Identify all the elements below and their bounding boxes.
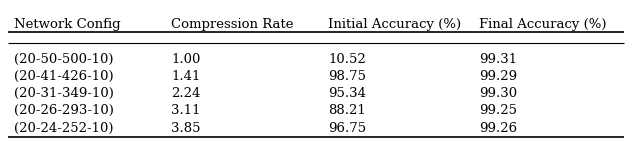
Text: 99.31: 99.31: [479, 53, 517, 66]
Text: 99.26: 99.26: [479, 122, 517, 135]
Text: 98.75: 98.75: [328, 70, 366, 83]
Text: 95.34: 95.34: [328, 87, 366, 100]
Text: (20-31-349-10): (20-31-349-10): [14, 87, 114, 100]
Text: 88.21: 88.21: [328, 104, 366, 117]
Text: 99.29: 99.29: [479, 70, 517, 83]
Text: 96.75: 96.75: [328, 122, 367, 135]
Text: Network Config: Network Config: [14, 18, 120, 31]
Text: 1.41: 1.41: [171, 70, 200, 83]
Text: 99.25: 99.25: [479, 104, 517, 117]
Text: 2.24: 2.24: [171, 87, 200, 100]
Text: 10.52: 10.52: [328, 53, 366, 66]
Text: 99.30: 99.30: [479, 87, 517, 100]
Text: (20-24-252-10): (20-24-252-10): [14, 122, 113, 135]
Text: 3.11: 3.11: [171, 104, 201, 117]
Text: Compression Rate: Compression Rate: [171, 18, 294, 31]
Text: (20-50-500-10): (20-50-500-10): [14, 53, 113, 66]
Text: (20-41-426-10): (20-41-426-10): [14, 70, 113, 83]
Text: 3.85: 3.85: [171, 122, 201, 135]
Text: Initial Accuracy (%): Initial Accuracy (%): [328, 18, 461, 31]
Text: (20-26-293-10): (20-26-293-10): [14, 104, 114, 117]
Text: 1.00: 1.00: [171, 53, 200, 66]
Text: Final Accuracy (%): Final Accuracy (%): [479, 18, 607, 31]
